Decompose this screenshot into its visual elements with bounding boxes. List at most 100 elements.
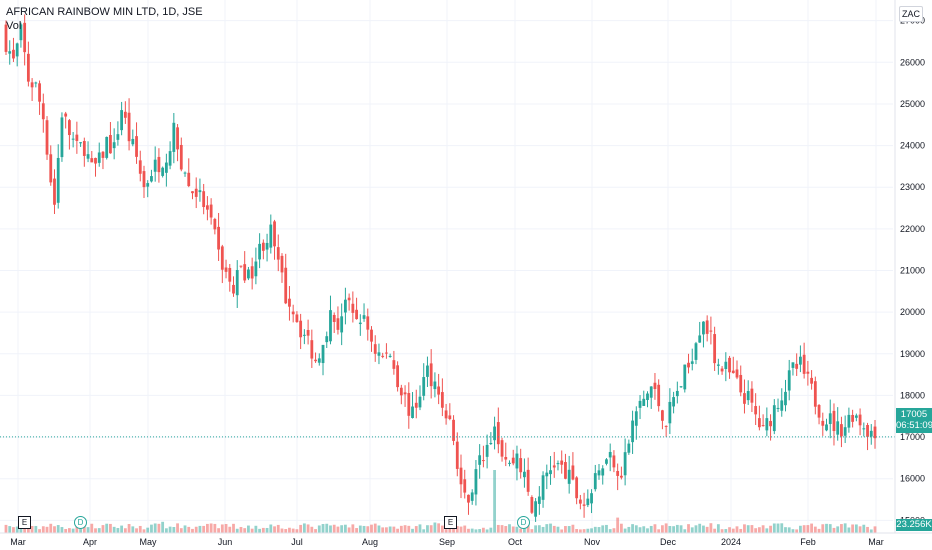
candle-body [362, 315, 366, 319]
candle-body [843, 427, 847, 436]
candle-body [19, 24, 23, 41]
volume-bar [205, 523, 209, 533]
candle-body [142, 171, 146, 188]
candle-body [560, 460, 564, 465]
volume-bar [541, 526, 545, 533]
volume-bar [329, 525, 332, 533]
candle-body [403, 392, 407, 395]
volume-bar [534, 525, 538, 533]
candle-body [608, 451, 612, 458]
candle-body [661, 410, 664, 421]
y-tick-label: 22000 [900, 224, 925, 234]
volume-bar [179, 528, 183, 533]
volume-bar [825, 523, 828, 533]
candle-body [377, 352, 381, 356]
candle-body [370, 329, 373, 342]
volume-bars [4, 470, 877, 533]
candle-body [422, 377, 426, 396]
volume-bar [575, 528, 579, 533]
candle-body [452, 419, 455, 441]
candle-body [381, 355, 385, 357]
volume-bar [26, 528, 30, 533]
candle-body [493, 426, 496, 441]
earnings-marker-icon[interactable]: E [18, 516, 31, 529]
volume-bar [646, 528, 649, 533]
candle-body [437, 386, 441, 395]
candle-body [481, 460, 485, 462]
volume-bar [53, 526, 56, 533]
candle-body [511, 457, 515, 464]
volume-bar [474, 529, 478, 533]
volume-bar [459, 526, 463, 533]
volume-bar [265, 527, 269, 533]
volume-bar [310, 526, 314, 533]
candle-body [60, 117, 64, 158]
volume-bar [396, 528, 400, 533]
volume-bar [769, 525, 772, 533]
dividend-marker-icon[interactable]: D [517, 516, 530, 529]
candle-body [164, 162, 168, 173]
candle-body [373, 344, 377, 354]
volume-bar [362, 525, 366, 533]
currency-badge[interactable]: ZAC [899, 6, 923, 22]
x-tick-label: Apr [83, 537, 97, 547]
candle-body [15, 43, 19, 57]
volume-bar [176, 523, 179, 533]
volume-bar [127, 524, 131, 533]
earnings-marker-icon[interactable]: E [444, 516, 457, 529]
volume-bar [213, 523, 217, 533]
candle-body [414, 402, 418, 408]
volume-bar [467, 528, 470, 533]
volume-bar [381, 527, 385, 533]
last-price-value: 17005 [900, 409, 928, 420]
volume-bar [866, 526, 869, 533]
dividend-marker-icon[interactable]: D [74, 516, 87, 529]
candle-body [556, 463, 560, 465]
volume-label[interactable]: Vol [6, 20, 22, 32]
candle-body [250, 266, 254, 279]
volume-bar [470, 528, 474, 533]
candle-body [97, 152, 101, 163]
candle-body [485, 444, 489, 457]
candle-body [526, 469, 530, 492]
volume-bar [8, 526, 12, 533]
candle-body [597, 470, 601, 476]
candle-body [657, 384, 661, 407]
candle-body [489, 443, 493, 445]
candle-body [358, 322, 362, 325]
candle-body [49, 154, 53, 183]
x-tick-label: Dec [660, 537, 677, 547]
candle-body [873, 426, 877, 439]
candle-body [519, 458, 523, 473]
volume-bar [728, 527, 731, 533]
volume-bar [455, 526, 459, 533]
volume-bar [388, 526, 392, 533]
volume-bar [343, 524, 347, 533]
candle-body [847, 414, 851, 428]
y-tick-label: 20000 [900, 307, 925, 317]
volume-bar [4, 524, 8, 533]
candle-body [541, 475, 545, 500]
candle-body [116, 134, 120, 140]
volume-bar [511, 526, 515, 533]
volume-bar [433, 522, 437, 533]
volume-bar [131, 526, 135, 533]
candle-body [209, 204, 213, 218]
volume-bar [526, 525, 530, 533]
volume-bar [757, 527, 761, 533]
candle-body [4, 24, 8, 52]
volume-bar [750, 525, 754, 533]
volume-bar [273, 526, 276, 533]
volume-bar [358, 525, 362, 533]
y-tick-label: 19000 [900, 349, 925, 359]
candle-body [840, 424, 843, 437]
volume-bar [478, 529, 482, 533]
candle-body [179, 144, 183, 170]
volume-bar [851, 524, 855, 533]
candle-body [478, 455, 482, 465]
symbol-title[interactable]: AFRICAN RAINBOW MIN LTD, 1D, JSE [6, 6, 203, 18]
candle-body [578, 499, 582, 504]
candle-body [53, 178, 56, 205]
volume-bar [284, 529, 288, 533]
